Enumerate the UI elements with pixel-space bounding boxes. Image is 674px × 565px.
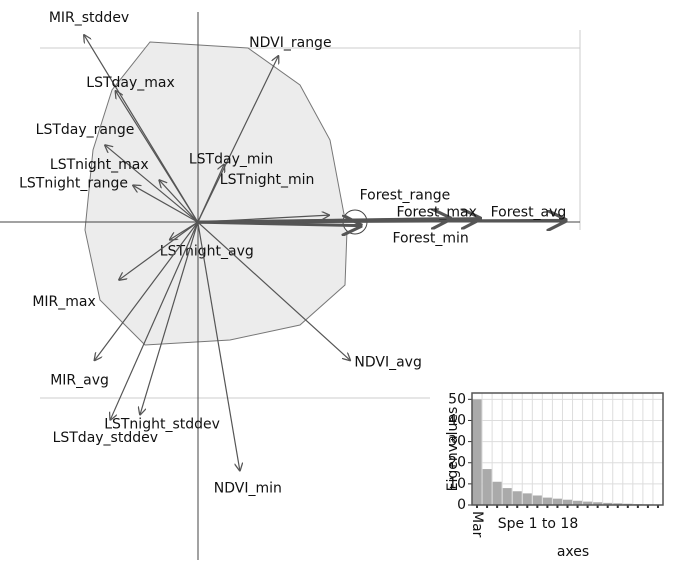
vector-label: Forest_max [396,205,476,221]
y-tick-label: 40 [448,412,466,428]
bar [603,502,613,505]
bar [482,469,492,505]
vector-label: NDVI_avg [354,354,421,370]
vector [110,221,199,420]
bar [472,399,482,505]
bar [593,502,603,505]
x-tick-label: Mar [469,511,485,538]
vector-label: LSTnight_min [220,172,315,188]
vector-label: LSTnight_stddev [104,417,220,433]
bar [512,491,522,505]
vector-label: LSTday_range [36,122,135,138]
vector-label: LSTday_stddev [53,430,158,446]
vector-label: LSTday_max [86,75,175,91]
vector [197,221,350,360]
y-tick-label: 0 [457,497,466,513]
y-tick-label: 20 [448,455,466,471]
plot-area [472,393,663,505]
vector-label: NDVI_min [214,481,282,497]
x-axis-label: Spe 1 to 18 [498,516,579,532]
bar [613,503,623,505]
vector [95,221,199,360]
y-tick-label: 50 [448,391,466,407]
y-tick-label: 10 [448,476,466,492]
bar [522,493,532,505]
vector-label: LSTnight_range [19,175,128,191]
bar [532,495,542,505]
vector [197,220,566,222]
bar [583,501,593,505]
vector [197,164,224,223]
vector-label: LSTnight_avg [160,244,254,260]
vector [119,221,199,280]
vector [197,222,361,225]
vector-label: MIR_max [32,294,95,310]
biplot: MIR_stddev NDVI_range LSTday_max LSTday_ran… [0,10,581,560]
bar [492,481,502,505]
bar [562,499,573,505]
vector [105,145,199,223]
vector-label: NDVI_range [249,35,331,51]
bar [502,488,512,505]
plot-border [471,392,664,506]
bar [552,498,562,505]
vector-label: Forest_range [360,188,451,204]
vector-label: MIR_avg [50,372,109,388]
vector-label: LSTnight_max [50,157,149,173]
vector [197,222,240,470]
vector [133,185,199,223]
x-axis-label: axes [557,544,589,560]
bar [573,500,583,505]
hull [84,41,348,346]
vector [197,56,279,223]
eigen-chart: 0 10 20 30 40 50 Mar Eigenvalues Spe 1 to 18 axes [445,391,664,560]
y-axis-label: Eigenvalues [445,407,461,492]
vector-label: LSTday_min [189,151,273,167]
vector [159,180,199,223]
bar [542,497,552,505]
vector-label: MIR_stddev [49,10,129,26]
y-tick-label: 30 [448,434,466,450]
vector-label: Forest_min [392,231,468,247]
vector [116,91,199,223]
vector [140,221,199,414]
vector-label: Forest_avg [491,204,567,220]
